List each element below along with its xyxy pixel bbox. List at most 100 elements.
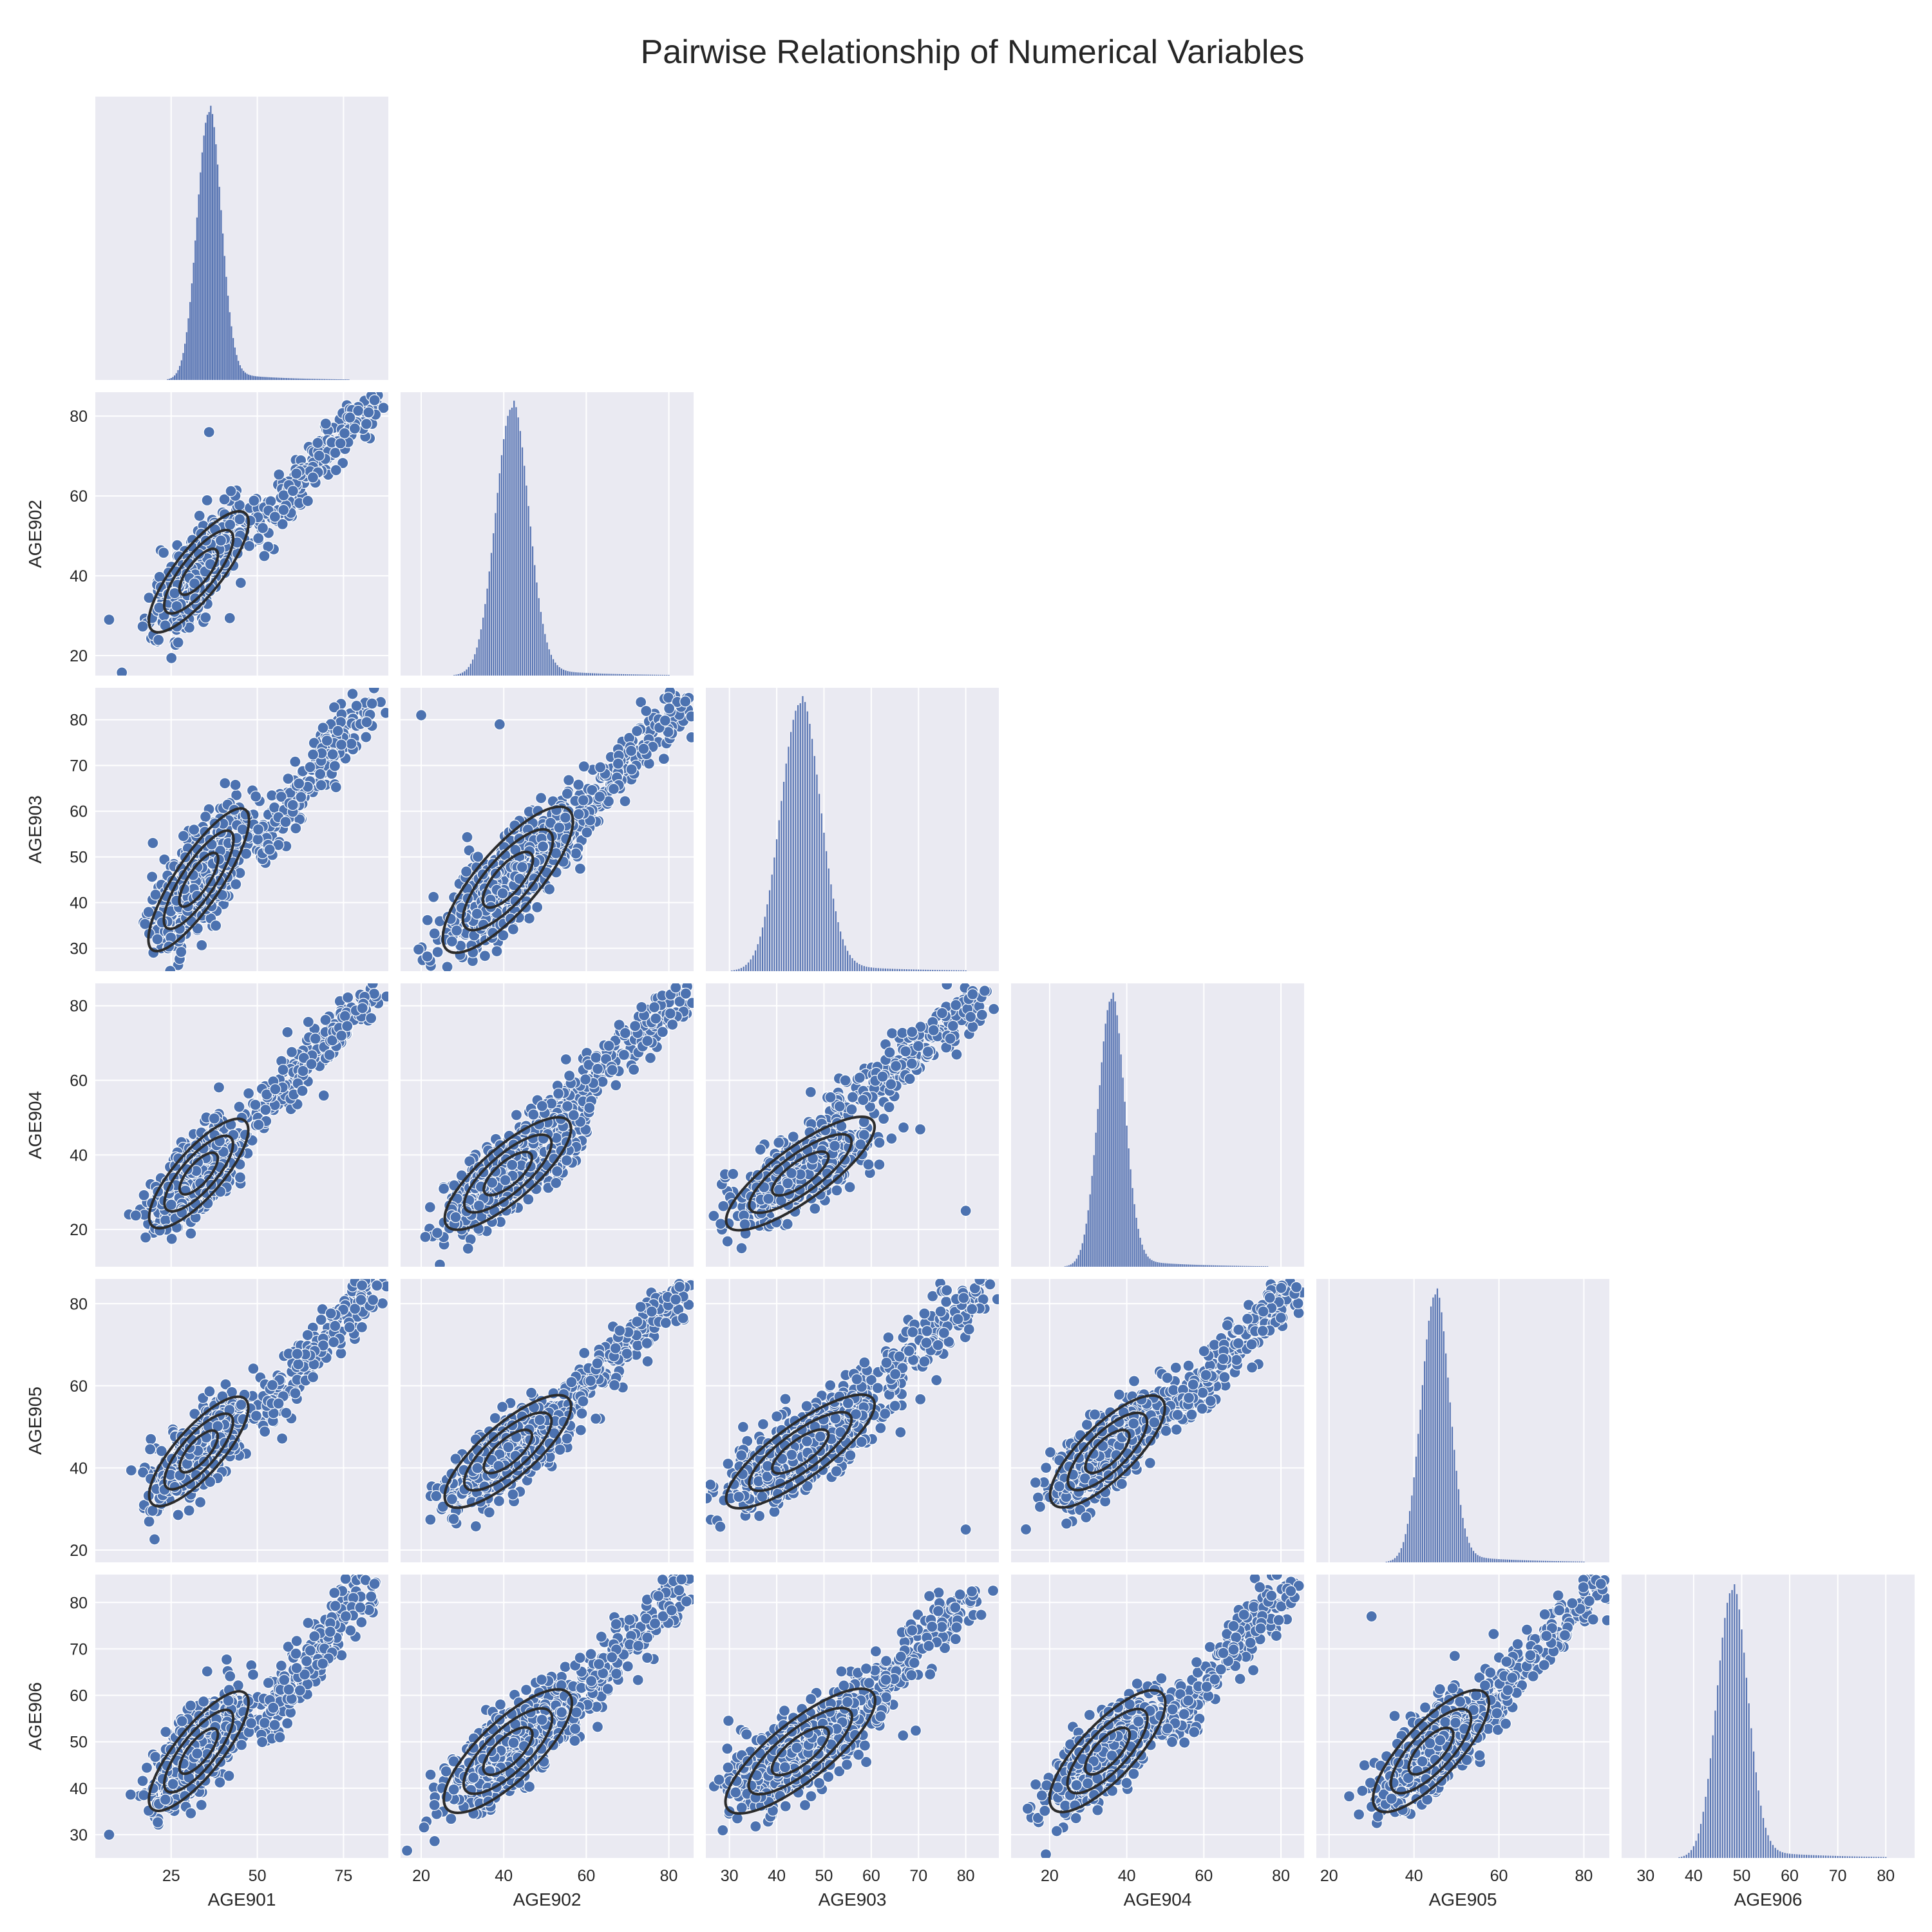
scatter-point-621: [638, 743, 650, 755]
scatter-point-707: [263, 844, 276, 856]
hist-bar-AGE902-27: [509, 410, 511, 676]
hist-bar-AGE904-100: [1257, 1266, 1259, 1267]
scatter-point-168: [873, 1159, 886, 1171]
hist-bar-AGE901-58: [267, 377, 269, 380]
scatter-point-687: [567, 1109, 580, 1121]
scatter-point-713: [922, 1045, 934, 1058]
hist-bar-AGE901-48: [249, 375, 251, 380]
scatter-point-693: [344, 412, 356, 424]
scatter-point-695: [619, 1027, 632, 1039]
hist-bar-AGE901-27: [213, 127, 215, 380]
kde-contour-1: [462, 1133, 553, 1214]
hist-bar-AGE904-14: [1091, 1175, 1093, 1267]
hist-bar-AGE903-83: [927, 969, 929, 971]
hist-bar-AGE904-54: [1168, 1263, 1170, 1267]
hist-bar-AGE902-21: [497, 493, 498, 676]
hist-bar-AGE904-42: [1145, 1253, 1147, 1267]
scatter-point-546: [200, 611, 212, 623]
hist-bar-AGE901-36: [229, 312, 231, 380]
hist-bar-AGE903-79: [918, 969, 920, 971]
scatter-point-673: [446, 935, 458, 947]
hist-bar-AGE904-43: [1147, 1256, 1149, 1267]
scatter-point-637: [208, 1112, 220, 1124]
hist-bar-AGE901-79: [303, 378, 305, 380]
hist-bar-AGE903-86: [934, 970, 936, 971]
hist-bar-AGE903-38: [820, 813, 822, 971]
scatter-point-695: [227, 1129, 240, 1141]
hist-bar-AGE902-28: [511, 408, 513, 676]
hist-bar-AGE902-1: [455, 674, 457, 676]
scatter-point-691: [261, 1088, 273, 1101]
scatter-point-667: [260, 1104, 272, 1116]
scatter-point-323: [804, 1086, 817, 1098]
hist-bar-AGE904-52: [1164, 1263, 1166, 1267]
panel-AGE901-vs-AGE901: [95, 97, 388, 380]
hist-bar-AGE902-78: [614, 674, 616, 676]
hist-bar-AGE901-91: [323, 379, 326, 380]
scatter-point-276: [787, 1131, 799, 1143]
scatter-point-699: [309, 1032, 321, 1045]
hist-bar-AGE902-92: [643, 674, 645, 676]
scatter-point-471: [574, 862, 586, 875]
hist-bar-AGE904-79: [1217, 1265, 1218, 1267]
scatter-point-663: [876, 1070, 889, 1083]
hist-bar-AGE902-10: [474, 654, 476, 676]
scatter-point-392: [242, 1087, 255, 1099]
hist-bar-AGE903-65: [884, 968, 886, 971]
hist-bar-AGE901-3: [172, 377, 174, 380]
scatter-AGE905-vs-AGE901: [125, 1279, 388, 1546]
scatter-point-665: [782, 1177, 794, 1189]
hist-bar-AGE901-53: [258, 376, 260, 380]
kde-contour-0: [147, 509, 251, 634]
hist-bar-AGE902-51: [558, 667, 560, 676]
scatter-point-321: [708, 1209, 720, 1222]
scatter-point-657: [846, 1091, 859, 1103]
scatter-point-500: [839, 1074, 851, 1086]
scatter-point-680: [151, 933, 164, 945]
scatter-point-640: [336, 1030, 348, 1042]
scatter-point-185: [164, 965, 176, 971]
scatter-point-703: [356, 1002, 368, 1014]
scatter-point-669: [951, 1048, 963, 1061]
panel-AGE903-vs-AGE902: [401, 688, 694, 971]
scatter-point-701: [506, 1159, 518, 1171]
hist-bar-AGE903-3: [738, 969, 740, 971]
hist-bar-AGE902-33: [521, 447, 524, 676]
y-tick-label-AGE904: 60: [70, 1072, 88, 1090]
scatter-point-671: [580, 1074, 592, 1086]
hist-bar-AGE901-103: [344, 379, 346, 380]
scatter-point-483: [289, 755, 301, 768]
hist-bar-AGE904-90: [1238, 1265, 1240, 1267]
hist-bar-AGE904-103: [1263, 1266, 1265, 1267]
hist-bar-AGE902-88: [635, 674, 637, 676]
hist-bar-AGE904-99: [1255, 1266, 1257, 1267]
hist-bar-AGE901-86: [315, 379, 317, 380]
hist-bar-AGE901-4: [174, 375, 176, 380]
scatter-point-718: [564, 1070, 576, 1082]
scatter-point-718: [415, 709, 428, 721]
scatter-point-588: [332, 724, 344, 737]
scatter-point-548: [510, 1109, 523, 1121]
hist-bar-AGE903-44: [835, 911, 837, 971]
y-tick-label-AGE903: 80: [70, 712, 88, 730]
hist-bar-AGE903-13: [761, 927, 764, 971]
hist-bar-AGE901-0: [167, 379, 169, 380]
hist-bar-AGE903-2: [735, 969, 737, 971]
hist-bar-AGE904-53: [1166, 1263, 1168, 1267]
hist-bar-AGE901-97: [334, 379, 336, 380]
scatter-point-85: [941, 983, 953, 990]
hist-bar-AGE903-23: [785, 763, 787, 971]
hist-bar-AGE903-59: [870, 967, 872, 971]
hist-bar-AGE902-85: [629, 674, 630, 676]
hist-bar-AGE904-9: [1081, 1243, 1083, 1267]
hist-bar-AGE904-34: [1130, 1169, 1132, 1267]
scatter-point-488: [570, 848, 582, 860]
hist-bar-AGE902-66: [589, 673, 591, 676]
scatter-point-691: [214, 535, 227, 547]
kde-contour-2: [481, 850, 535, 909]
hist-bar-AGE902-14: [482, 618, 484, 676]
hist-bar-AGE902-7: [468, 667, 469, 676]
scatter-point-455: [896, 1027, 909, 1039]
hist-bar-AGE904-19: [1101, 1062, 1103, 1267]
scatter-point-395: [883, 1101, 895, 1113]
